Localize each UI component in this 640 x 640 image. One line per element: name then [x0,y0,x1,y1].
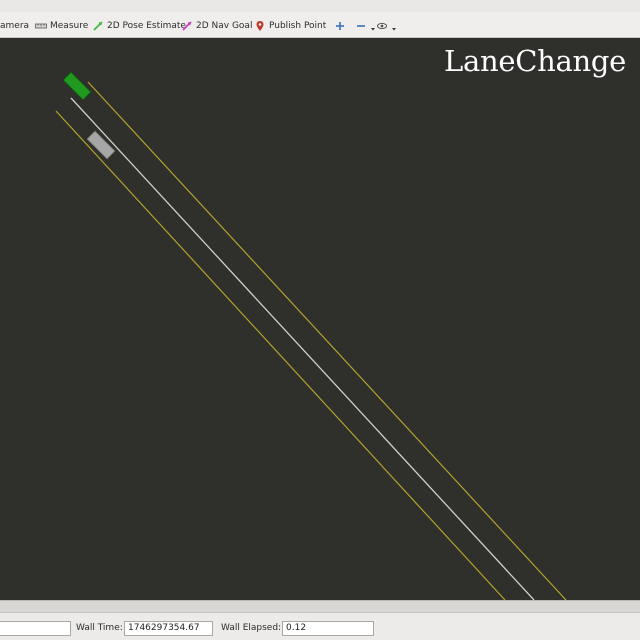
scene-title-overlay: LaneChange [444,44,626,78]
zoom-out-button[interactable] [355,17,376,35]
move-camera-tool[interactable]: amera [0,17,29,35]
nav-goal-label: 2D Nav Goal [196,21,253,31]
dropdown-arrow-icon [391,20,397,32]
ruler-icon [35,20,47,32]
lane-boundary-upper [87,81,567,600]
minus-icon [355,20,367,32]
wall-elapsed-field[interactable]: 0.12 [282,621,374,636]
wall-time-field[interactable]: 1746297354.67 [124,621,213,636]
time-panel: Wall Time: 1746297354.67 Wall Elapsed: 0… [0,613,640,640]
eye-icon [376,20,388,32]
publish-point-tool[interactable]: Publish Point [254,17,326,35]
wall-time-label: Wall Time: [76,623,123,633]
green-arrow-icon [92,20,104,32]
window-top-strip [0,0,640,12]
other-vehicle [86,130,116,160]
dropdown-arrow-icon [370,20,376,32]
measure-label: Measure [50,21,89,31]
pose-estimate-tool[interactable]: 2D Pose Estimate [92,17,186,35]
rviz-toolbar: amera Measure 2D Pose Estimate 2D Nav Go… [0,0,640,38]
zoom-in-button[interactable] [334,17,349,35]
lane-center-line [70,97,535,600]
move-camera-label: amera [0,21,30,31]
publish-point-label: Publish Point [269,21,327,31]
magenta-arrow-icon [181,20,193,32]
plus-icon [334,20,346,32]
lane-boundary-lower [55,110,506,600]
map-pin-icon [254,20,266,32]
pose-estimate-label: 2D Pose Estimate [107,21,186,31]
ros-elapsed-field[interactable] [0,621,71,636]
3d-render-viewport[interactable]: LaneChange [0,38,640,600]
ego-vehicle [62,71,92,101]
view-options-button[interactable] [376,17,397,35]
measure-tool[interactable]: Measure [35,17,88,35]
panel-splitter[interactable] [0,600,640,613]
nav-goal-tool[interactable]: 2D Nav Goal [181,17,252,35]
wall-elapsed-label: Wall Elapsed: [221,623,282,633]
scene-canvas [55,71,567,600]
